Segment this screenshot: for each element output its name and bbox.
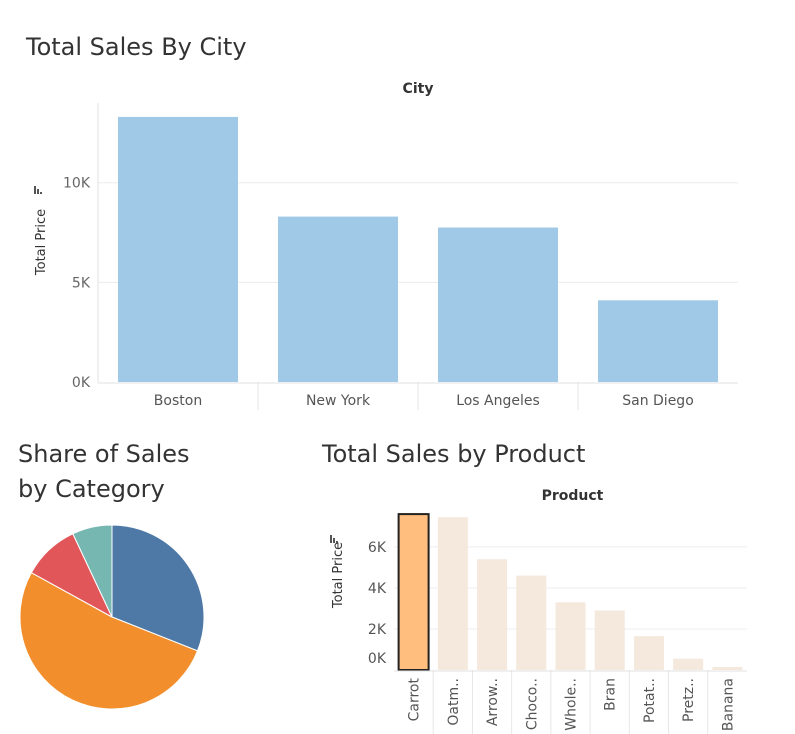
city-bar-los-angeles — [438, 227, 558, 382]
pie-slice-2 — [19, 571, 199, 710]
product-ytick-label: 0K — [368, 651, 387, 667]
city-ytick-label: 10K — [63, 176, 91, 192]
product-bar-carrot — [397, 513, 430, 671]
city-xtick-label: Los Angeles — [456, 393, 540, 409]
product-bar-whole — [555, 602, 586, 670]
city-bar-chart: City 0K 5K 10K Boston New York Los Angeles San … — [34, 81, 738, 410]
city-chart-title: Total Sales By City — [26, 33, 247, 61]
product-bar-banana — [712, 666, 743, 670]
product-xtick-label: Choco.. — [524, 678, 540, 730]
product-xtick-label: Oatm.. — [446, 678, 462, 726]
product-ytick-label: 6K — [368, 540, 387, 556]
product-chart-title: Total Sales by Product — [322, 440, 586, 468]
city-y-axis-title: Total Price — [34, 209, 49, 276]
product-bar-potat — [633, 636, 664, 670]
product-xtick-label: Potat.. — [642, 678, 658, 723]
pie-slice-1 — [111, 524, 205, 652]
product-xtick-label: Carrot — [407, 677, 423, 721]
product-header: Product — [542, 488, 604, 504]
city-ytick-label: 0K — [72, 375, 91, 391]
product-bar-arrow — [477, 559, 508, 670]
product-y-axis-title: Total Price — [331, 542, 346, 609]
product-xtick-label: Pretz.. — [681, 678, 697, 722]
axis-chart-icon — [34, 186, 42, 194]
city-bar-boston — [118, 116, 238, 382]
product-bar-bran — [594, 610, 625, 670]
product-bar-choco — [516, 575, 547, 670]
product-bar-oatm — [437, 517, 468, 670]
city-xtick-label: San Diego — [622, 393, 694, 409]
city-bar-san-diego — [598, 300, 718, 382]
product-xtick-label: Banana — [720, 678, 736, 731]
city-xtick-label: New York — [306, 393, 371, 409]
category-pie-chart — [19, 524, 205, 710]
city-bar-new-york — [278, 216, 398, 382]
product-ytick-label: 4K — [368, 581, 387, 597]
product-xtick-label: Arrow.. — [485, 678, 501, 726]
pie-slice-4 — [72, 524, 113, 618]
city-header: City — [403, 81, 434, 97]
product-bar-chart: Product 0K 2K 4K 6K Carrot Oatm.. Arrow.. Choco.… — [330, 488, 747, 734]
city-ytick-label: 5K — [72, 275, 91, 291]
axis-chart-icon — [330, 535, 338, 543]
category-chart-title: Share of Sales by Category — [18, 440, 190, 503]
city-xtick-label: Boston — [154, 393, 202, 409]
product-xtick-label: Whole.. — [564, 678, 580, 731]
product-ytick-label: 2K — [368, 622, 387, 638]
product-bar-pretz — [673, 658, 704, 670]
product-xtick-label: Bran — [603, 678, 619, 711]
